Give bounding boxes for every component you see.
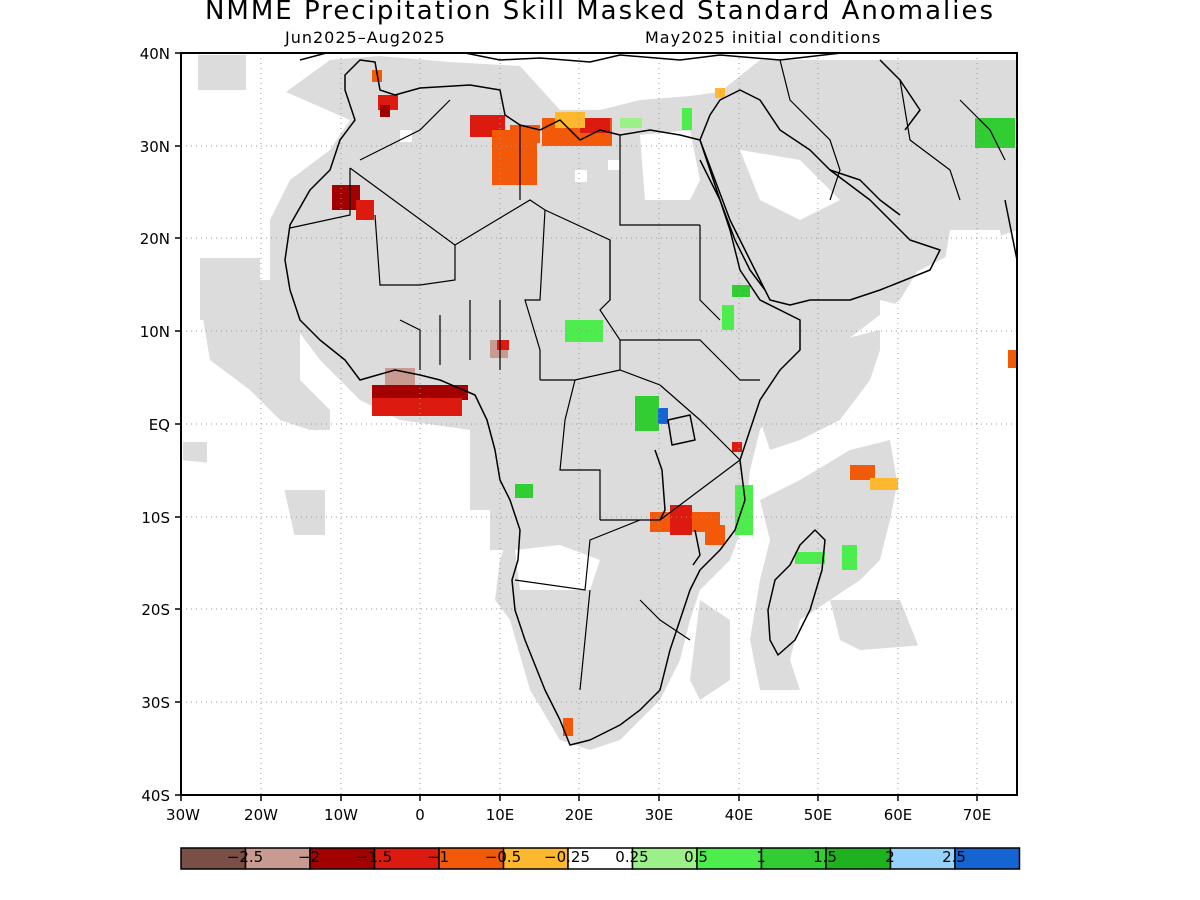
lon-tick-label: 10W <box>324 806 358 824</box>
lon-tick-label: 0 <box>415 806 425 824</box>
legend-label: −1 <box>427 848 449 866</box>
lon-tick-label: 60E <box>884 806 913 824</box>
patch-libya-coast-red <box>580 118 610 133</box>
legend-label: 1.5 <box>813 848 837 866</box>
season-subtitle: Jun2025–Aug2025 <box>285 28 446 47</box>
red-sea-coast <box>699 159 766 291</box>
color-legend: −2.5 −2 −1.5 −1 −0.5 −0.25 0.25 0.5 1 1.… <box>180 847 1021 870</box>
patch-madagascar-e <box>842 545 857 570</box>
patch-levant <box>715 88 725 98</box>
patch-western-sahara-b <box>356 200 374 220</box>
patch-ethiopia <box>732 285 750 297</box>
patch-kenya-coast <box>732 442 742 452</box>
lat-tick-label: 30N <box>140 138 170 156</box>
lake-tanganyika <box>654 449 666 521</box>
arabia-coastline <box>699 89 941 306</box>
patch-guinea-3 <box>372 398 462 416</box>
patch-chad-sudan <box>565 320 603 342</box>
lon-tick-label: 40E <box>725 806 754 824</box>
indian-ocean-mask <box>750 440 900 690</box>
patch-tunisia <box>510 125 540 143</box>
lon-tick-label: 10E <box>486 806 515 824</box>
india-coastline <box>1004 199 1017 300</box>
caspian-coast <box>879 59 921 131</box>
lake-malawi <box>692 529 701 566</box>
patch-nigeria-red <box>497 340 509 350</box>
lon-tick-label: 30W <box>166 806 200 824</box>
lat-labels: 40N 30N 20N 10N EQ 10S 20S 30S 40S <box>140 45 170 805</box>
initial-conditions-subtitle: May2025 initial conditions <box>645 28 882 47</box>
legend-label: 0.25 <box>615 848 648 866</box>
patch-egypt-green <box>682 108 692 130</box>
patch-uganda <box>635 396 659 431</box>
patch-zambia-red <box>670 505 692 535</box>
lon-tick-label: 50E <box>804 806 833 824</box>
graticule <box>181 53 1017 795</box>
lat-tick-label: 10N <box>140 323 170 341</box>
lat-tick-label: 20S <box>141 601 170 619</box>
patch-lake-victoria <box>658 408 668 424</box>
lake-victoria <box>667 414 696 446</box>
madagascar-coastline <box>767 529 826 656</box>
legend-label: 2.5 <box>942 848 966 866</box>
patch-mascarene <box>850 465 875 480</box>
tick-marks <box>175 52 978 801</box>
patch-mascarene-b <box>870 478 898 490</box>
legend-swatch <box>954 847 1021 870</box>
lon-tick-label: 70E <box>963 806 992 824</box>
legend-label: −0.25 <box>544 848 590 866</box>
se-africa-mask <box>690 600 730 700</box>
legend-label: 0.5 <box>684 848 708 866</box>
legend-label: 1 <box>756 848 766 866</box>
patch-morocco-north-dark <box>380 105 390 117</box>
lon-tick-label: 20E <box>565 806 594 824</box>
patch-western-sahara <box>332 185 360 210</box>
lat-tick-label: 30S <box>141 694 170 712</box>
legend-label: 2 <box>885 848 895 866</box>
legend-label: −2 <box>298 848 320 866</box>
map-title: NMME Precipitation Skill Masked Standard… <box>204 0 996 26</box>
legend-label: −2.5 <box>227 848 263 866</box>
legend-label: −1.5 <box>356 848 392 866</box>
arabia-mask <box>700 90 1017 300</box>
country-borders <box>289 59 1006 691</box>
lat-tick-label: 10S <box>141 509 170 527</box>
lon-tick-label: 20W <box>244 806 278 824</box>
patch-egypt-coast <box>620 118 642 128</box>
patch-guinea-2 <box>372 385 468 400</box>
patch-libya-yellow <box>555 112 585 128</box>
lat-tick-label: 20N <box>140 230 170 248</box>
coastlines <box>284 53 1017 746</box>
patch-tanzania <box>735 485 753 535</box>
patch-angola <box>515 484 533 498</box>
lat-tick-label: EQ <box>149 416 170 434</box>
lat-tick-label: 40S <box>141 787 170 805</box>
south-indian-mask <box>830 600 925 650</box>
legend-label: −0.5 <box>485 848 521 866</box>
patch-ethiopia-b <box>722 305 734 330</box>
lon-tick-label: 30E <box>645 806 674 824</box>
anomaly-patches <box>332 70 1017 736</box>
lon-labels: 30W 20W 10W 0 10E 20E 30E 40E 50E 60E 70… <box>166 806 991 824</box>
map-plot-area <box>181 53 1017 795</box>
lat-tick-label: 40N <box>140 45 170 63</box>
africa-coastline <box>284 59 801 746</box>
patch-malawi <box>705 525 725 545</box>
patch-pakistan <box>975 118 1015 148</box>
patch-india-coast <box>1008 350 1017 368</box>
persian-gulf-coast <box>829 169 901 216</box>
patch-cape <box>563 718 573 736</box>
patch-mozambique-channel <box>795 552 825 564</box>
